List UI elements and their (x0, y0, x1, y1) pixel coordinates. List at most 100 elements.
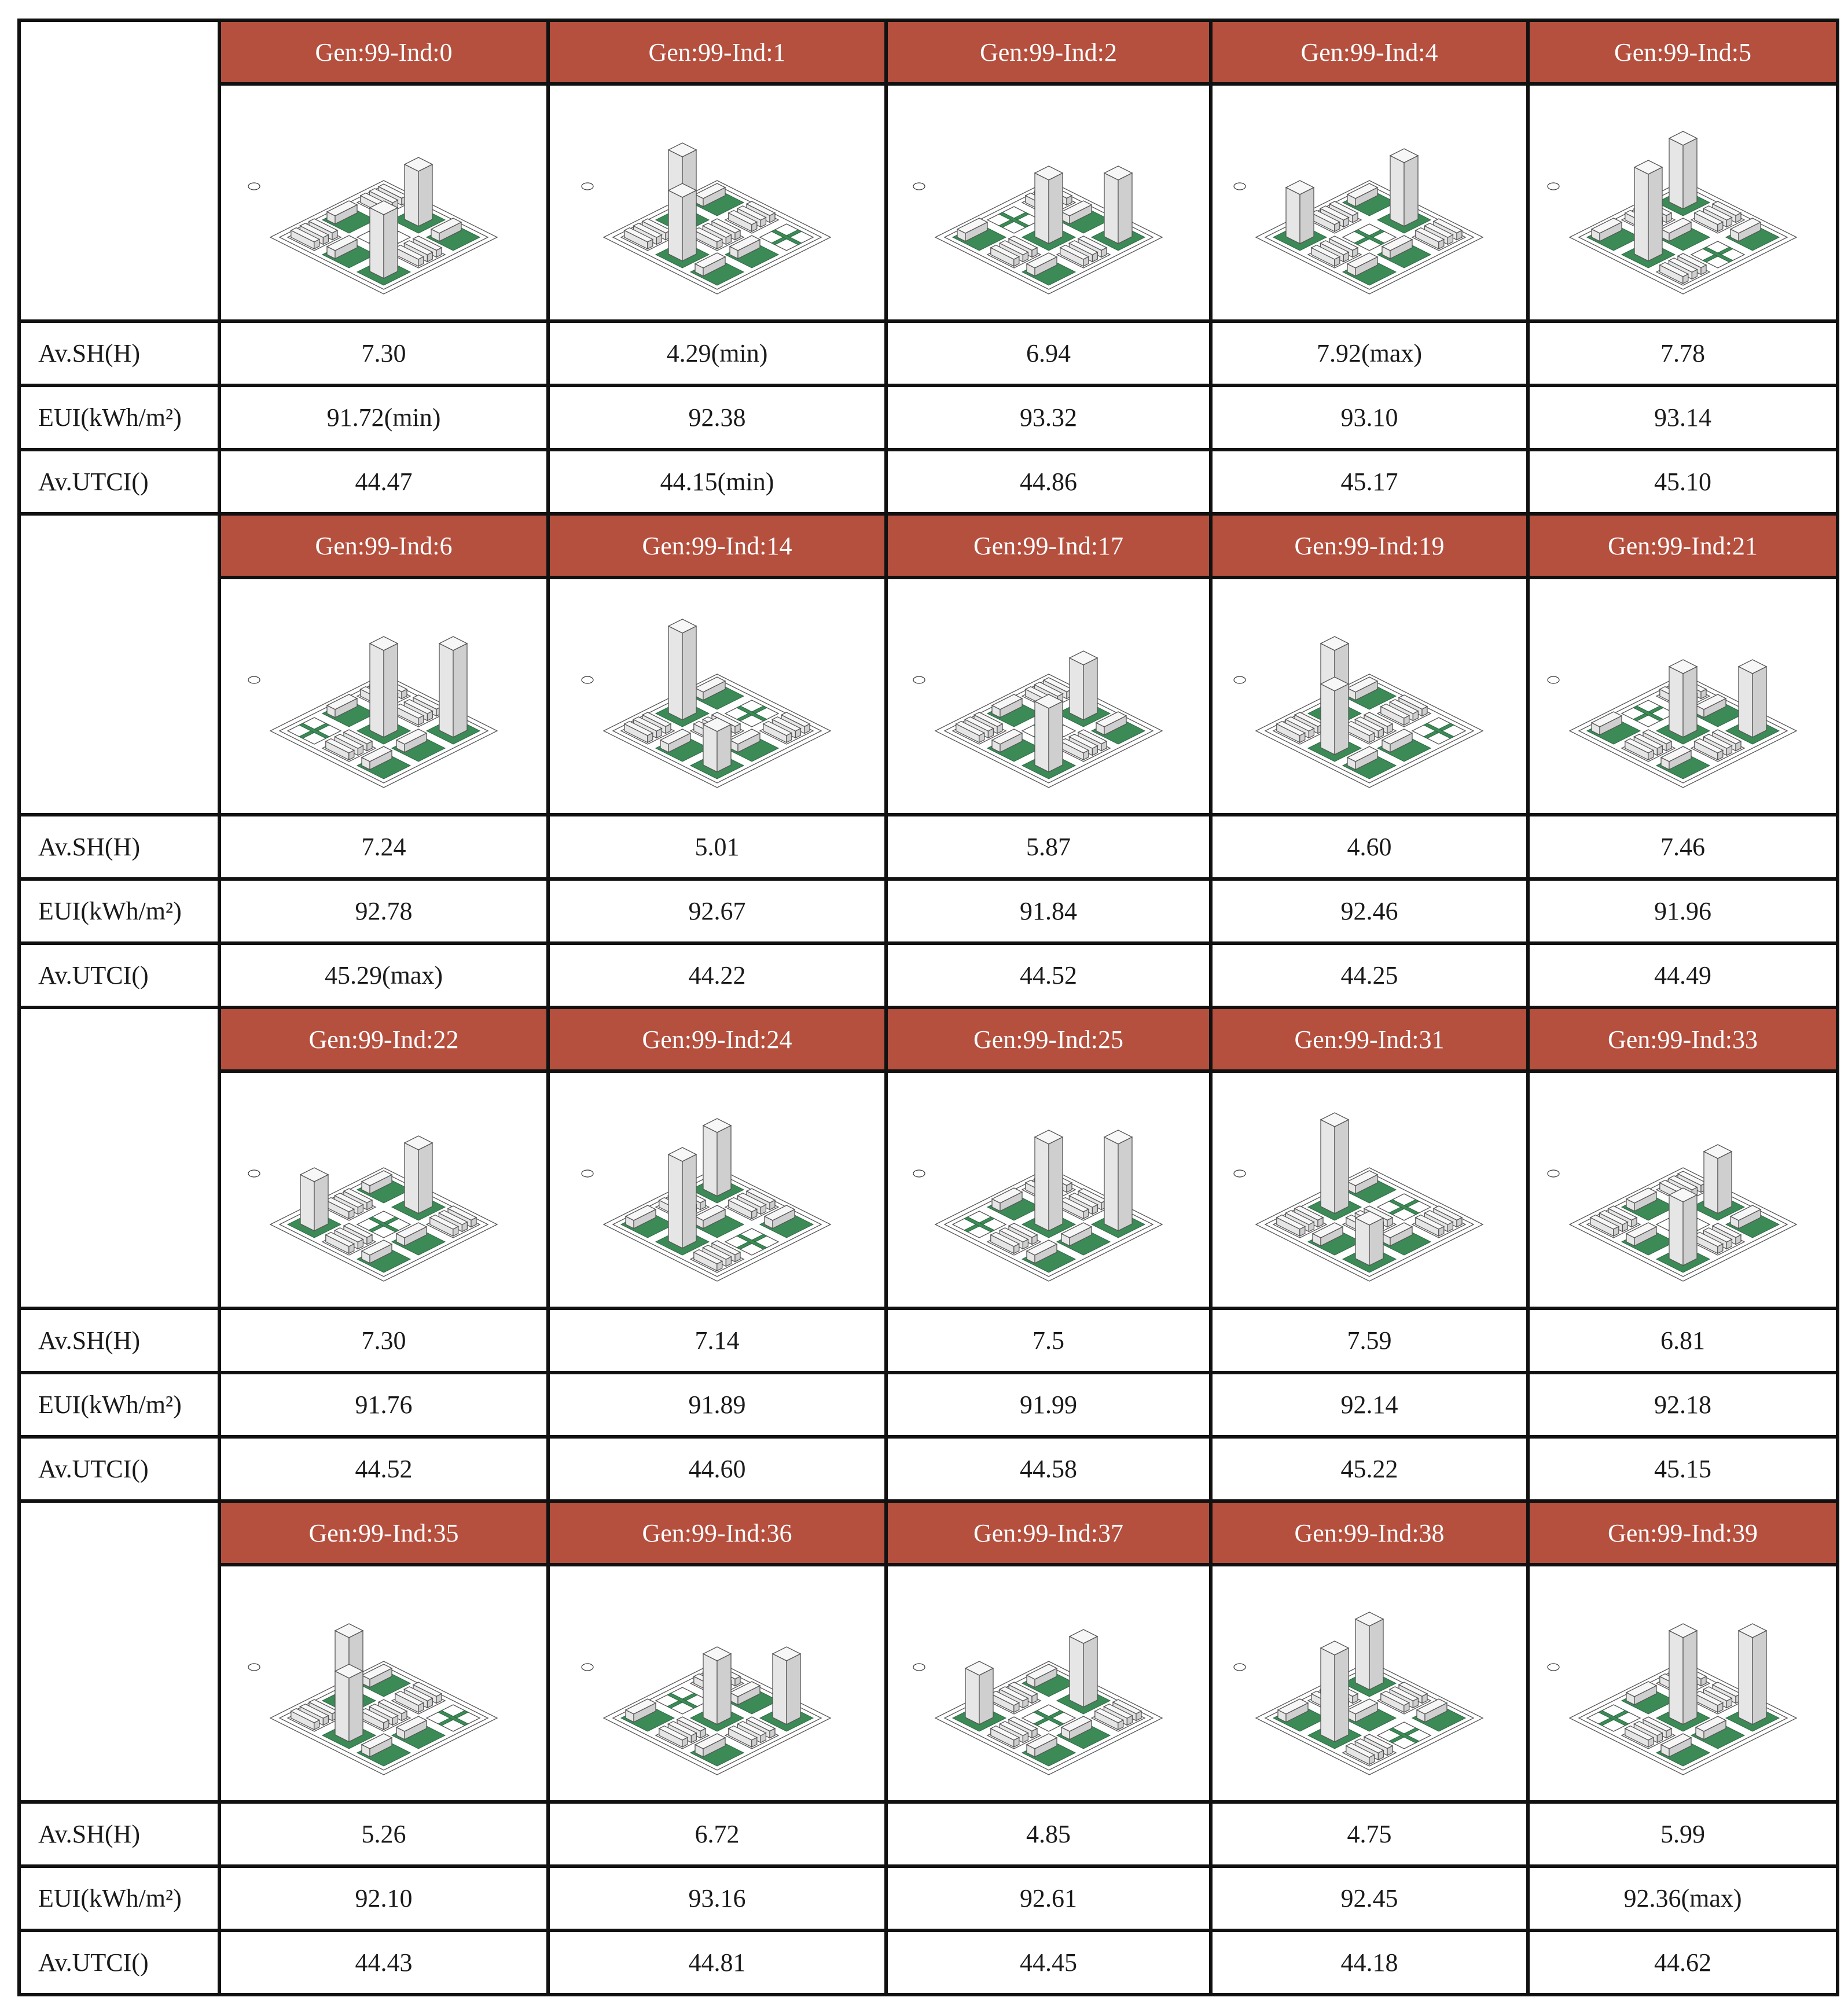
building-roof (624, 1698, 657, 1715)
building-face (1048, 1136, 1063, 1232)
eui-value: 92.10 (218, 1864, 550, 1932)
eui-value: 91.99 (884, 1371, 1213, 1439)
building-roof (1026, 1733, 1057, 1749)
building-roof (1711, 1223, 1742, 1238)
building-roof (1346, 746, 1379, 762)
building-face (418, 163, 433, 227)
building-roof (1432, 1205, 1463, 1221)
building-roof (736, 1721, 767, 1737)
eui-label: EUI(kWh/m²) (17, 384, 221, 451)
building-face (668, 189, 683, 262)
building-roof (368, 188, 399, 204)
utci-value: 45.15 (1526, 1435, 1839, 1503)
building-roof (973, 712, 1003, 727)
building-roof (308, 1699, 339, 1715)
building-face (1355, 1217, 1370, 1267)
building-roof (1381, 1222, 1413, 1238)
shading-value: 7.24 (218, 813, 550, 881)
building-roof (1311, 1222, 1344, 1238)
building-roof (989, 244, 1020, 260)
building-roof (676, 1716, 707, 1732)
building-roof (1103, 165, 1133, 181)
building-roof (1398, 694, 1428, 710)
building-roof (1008, 1223, 1038, 1238)
building-roof (1660, 1733, 1692, 1749)
building-roof (1389, 148, 1419, 163)
building-roof (1354, 716, 1384, 732)
building-roof (1658, 262, 1689, 277)
north-marker-icon (912, 1169, 925, 1178)
building-roof (745, 1716, 776, 1732)
building-face (1320, 1647, 1335, 1743)
building-roof (326, 694, 358, 710)
building-roof (377, 183, 408, 199)
building-roof (1068, 650, 1098, 665)
model-cell (884, 82, 1213, 323)
model-image-row (19, 576, 1839, 816)
building-roof (1008, 1716, 1038, 1732)
model-cell (1209, 576, 1530, 816)
building-roof (333, 1193, 364, 1208)
building-roof (762, 720, 793, 736)
building-roof (1284, 1210, 1315, 1226)
building-roof (1346, 1698, 1379, 1715)
building-roof (954, 720, 985, 736)
building-roof (1068, 1629, 1098, 1644)
building-roof (1388, 1686, 1419, 1702)
utci-value: 44.52 (884, 941, 1213, 1009)
building-roof (623, 720, 654, 736)
building-face (418, 1142, 433, 1215)
building-roof (632, 223, 663, 238)
utci-value: 44.60 (546, 1435, 888, 1503)
shading-value: 4.29(min) (546, 319, 888, 387)
building-roof (1381, 729, 1413, 745)
building-roof (991, 729, 1023, 745)
building-roof (998, 1686, 1029, 1702)
building-roof (1381, 235, 1413, 251)
model-image-row (19, 1563, 1839, 1804)
building-roof (429, 1214, 460, 1230)
model-cell (1526, 82, 1839, 323)
eui-value: 92.45 (1209, 1864, 1530, 1932)
building-face (1404, 155, 1419, 227)
building-roof (667, 619, 697, 634)
building-roof (1625, 1187, 1657, 1204)
row-label-blank (17, 1006, 221, 1310)
building-roof (693, 1249, 723, 1264)
building-face (786, 1653, 801, 1726)
plaza-green (1423, 723, 1455, 739)
building-roof (729, 1681, 761, 1697)
building-roof (964, 716, 994, 732)
building-roof (1093, 1708, 1124, 1723)
building-roof (702, 717, 732, 732)
building-roof (334, 1664, 364, 1679)
shading-row: Av.SH(H) 7.30 7.14 7.5 7.59 6.81 (17, 1307, 1839, 1374)
building-roof (308, 218, 339, 234)
building-roof (1060, 200, 1092, 216)
building-roof (430, 218, 462, 234)
building-roof (326, 200, 358, 216)
building-face (369, 207, 384, 279)
building-roof (1702, 1227, 1733, 1243)
building-roof (1737, 1623, 1767, 1638)
individual-name: Gen:99-Ind:5 (1526, 19, 1839, 86)
building-roof (1042, 677, 1072, 693)
building-roof (1310, 244, 1341, 260)
individual-name: Gen:99-Ind:33 (1526, 1006, 1839, 1073)
building-face (1320, 1119, 1335, 1215)
building-roof (1276, 720, 1306, 736)
building-face (1068, 657, 1084, 721)
building-face (1320, 683, 1335, 756)
building-roof (1623, 1725, 1654, 1741)
building-face (1668, 137, 1684, 210)
eui-label: EUI(kWh/m²) (17, 877, 221, 945)
individual-name: Gen:99-Ind:38 (1209, 1499, 1530, 1566)
building-face (1717, 1150, 1732, 1215)
building-roof (1711, 201, 1742, 216)
building-roof (1623, 738, 1654, 753)
shading-label: Av.SH(H) (17, 1307, 221, 1374)
building-roof (361, 1239, 393, 1256)
building-roof (711, 1240, 741, 1256)
building-face (772, 1653, 787, 1726)
building-roof (1077, 729, 1107, 745)
